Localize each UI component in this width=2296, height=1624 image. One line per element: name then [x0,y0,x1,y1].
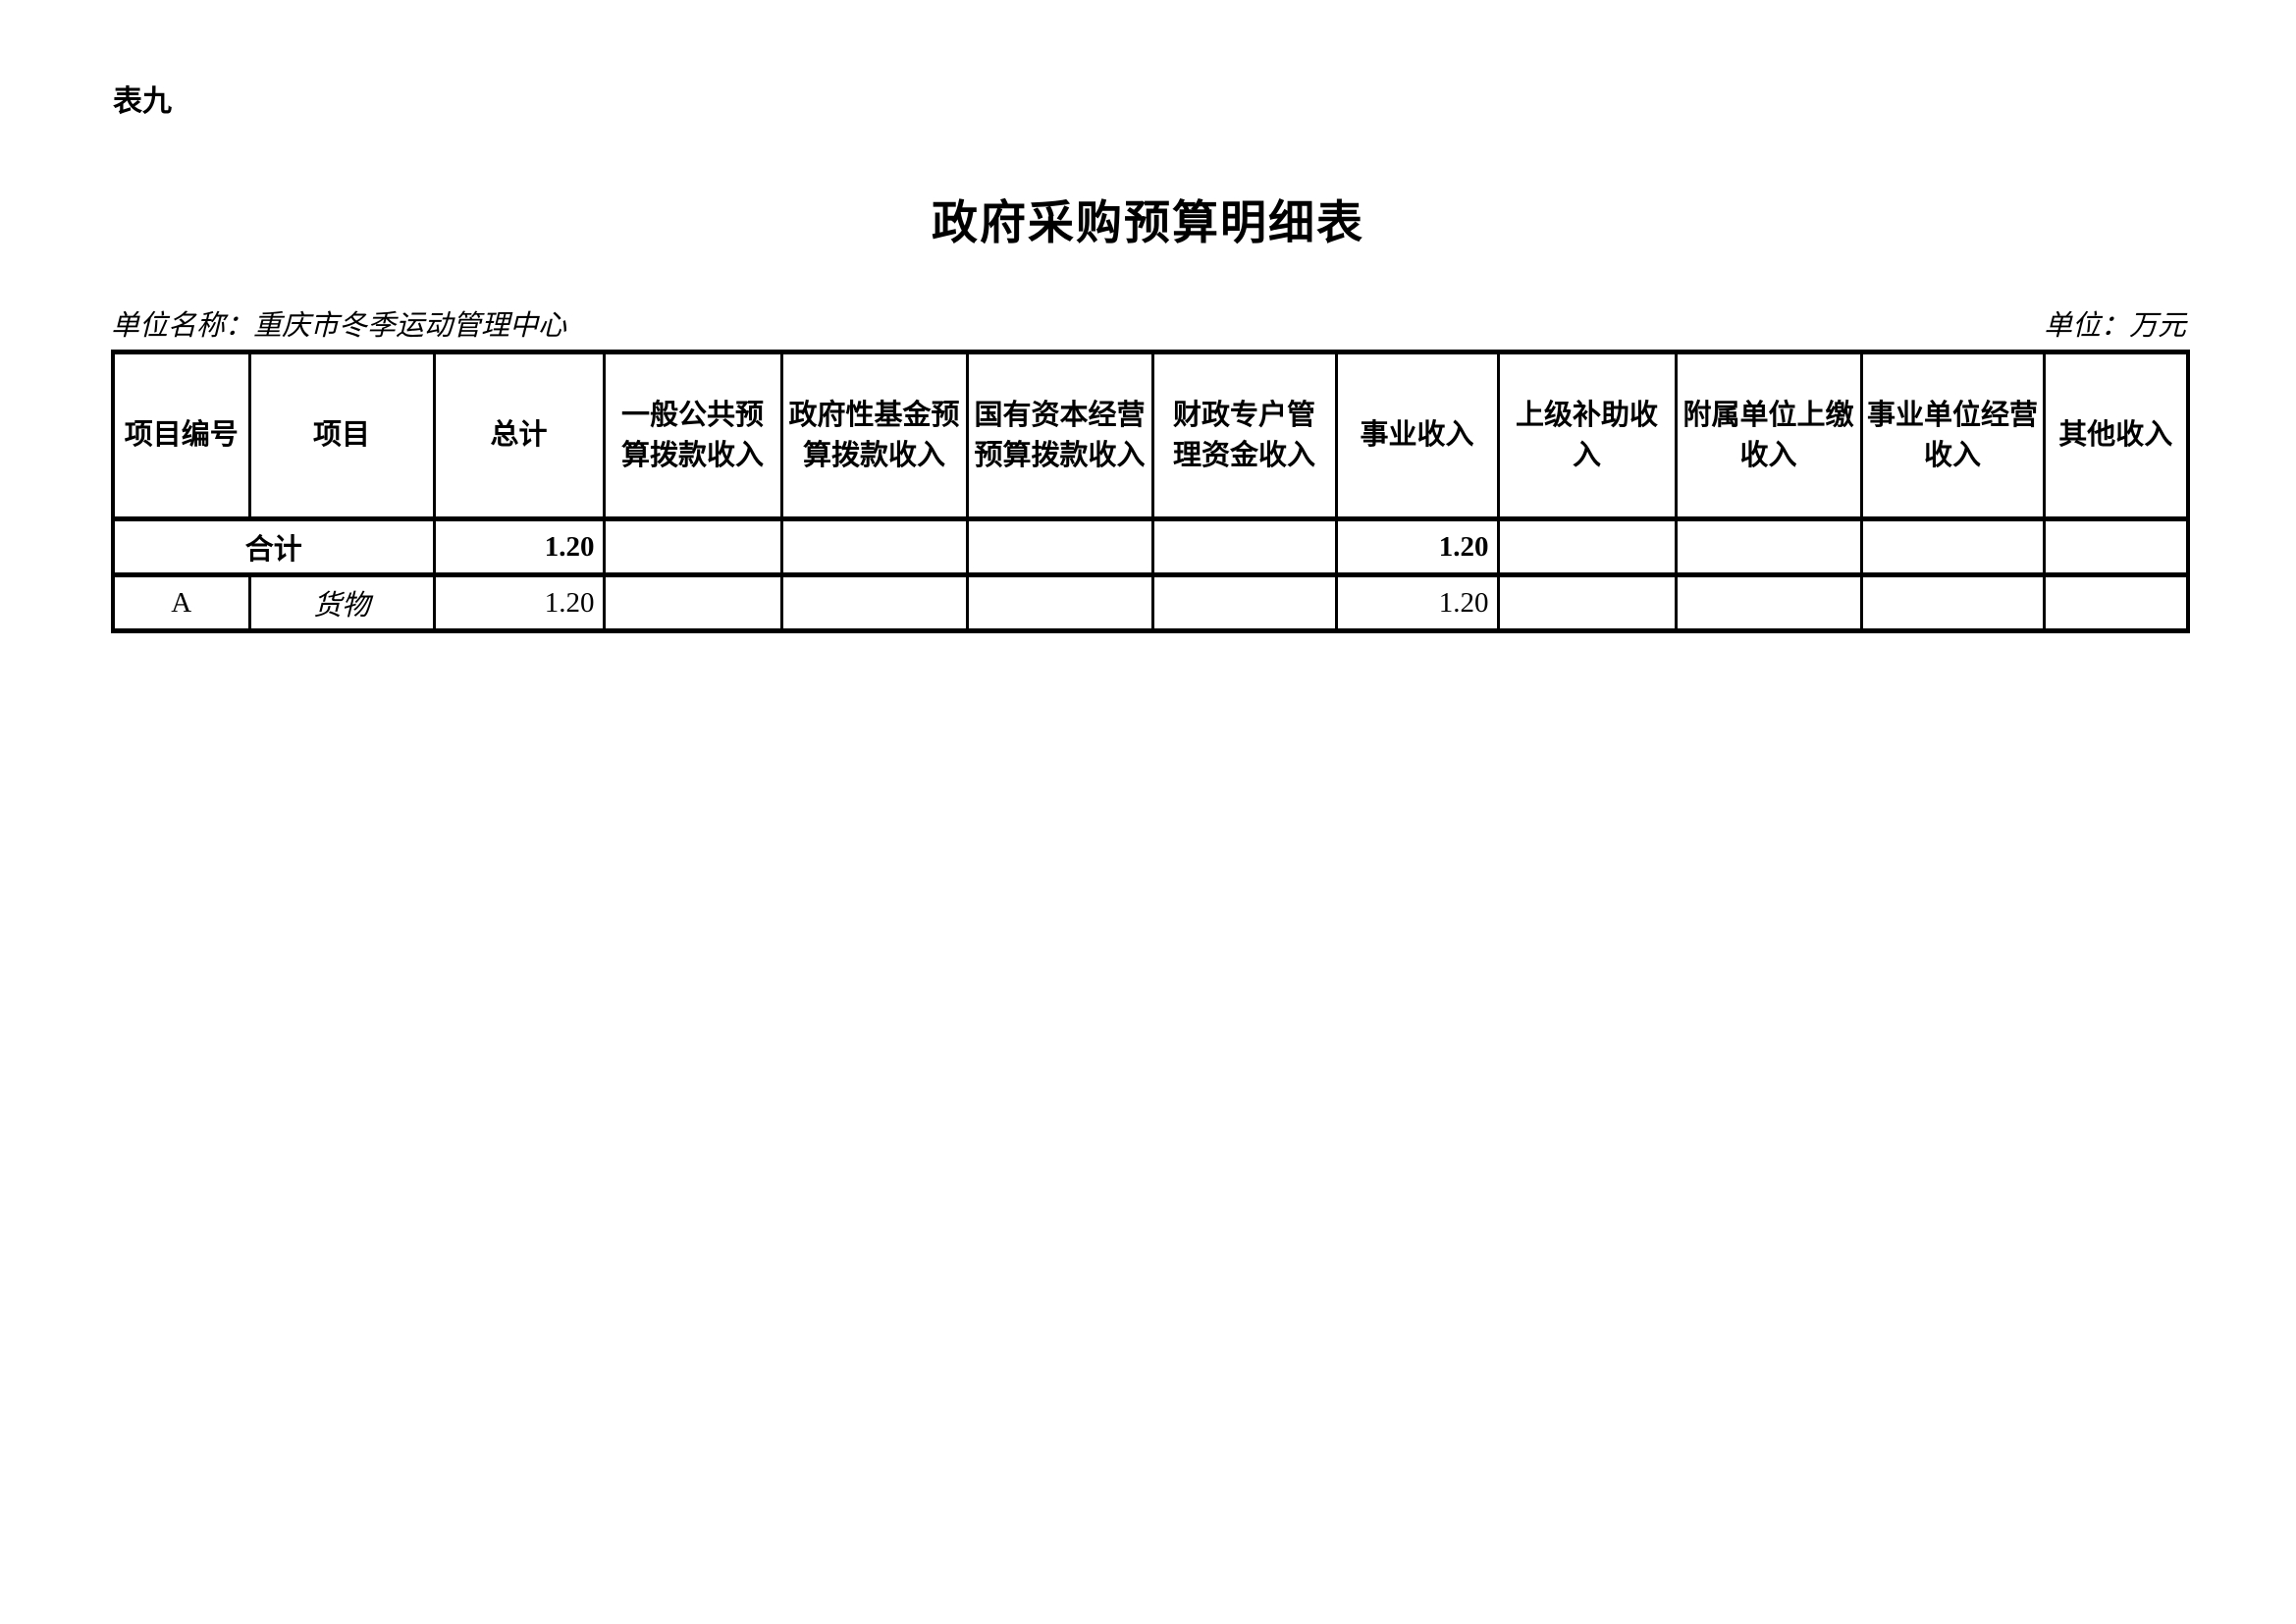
cell-empty [1674,516,1863,577]
header-row: 项目编号 项目 总计 一般公共预 算拨款收入 政府性基金预 算拨款收入 国有资本… [111,350,2190,521]
cell-empty [779,572,969,633]
table-row: A 货物 1.20 1.20 [111,572,2190,633]
cell-empty [1859,516,2046,577]
cell-empty [1150,572,1338,633]
meta-row: 单位名称：重庆市冬季运动管理中心 单位：万元 [111,302,2186,344]
cell-total-business-income: 1.20 [1334,516,1500,577]
cell-item-code: A [111,572,251,633]
cell-empty [602,572,783,633]
cell-empty [779,516,969,577]
column-header-fiscal-special-account: 财政专户管 理资金收入 [1150,350,1338,521]
cell-empty [2042,516,2190,577]
cell-item-name: 货物 [247,572,436,633]
column-header-business-income: 事业收入 [1334,350,1500,521]
table-number-label: 表九 [113,85,172,118]
column-header-superior-subsidy: 上级补助收 入 [1496,350,1678,521]
cell-total-sum: 1.20 [432,516,606,577]
cell-empty [1674,572,1863,633]
column-header-item: 项目 [247,350,436,521]
procurement-budget-table: 项目编号 项目 总计 一般公共预 算拨款收入 政府性基金预 算拨款收入 国有资本… [111,350,2190,633]
cell-row-total: 1.20 [432,572,606,633]
cell-empty [965,516,1154,577]
column-header-govt-fund-budget: 政府性基金预 算拨款收入 [779,350,969,521]
cell-empty [1859,572,2046,633]
column-header-general-public-budget: 一般公共预 算拨款收入 [602,350,783,521]
cell-empty [602,516,783,577]
cell-empty [1150,516,1338,577]
column-header-business-unit-operating: 事业单位经营 收入 [1859,350,2046,521]
cell-total-label: 合计 [111,516,436,577]
column-header-state-capital-budget: 国有资本经营 预算拨款收入 [965,350,1154,521]
cell-row-business-income: 1.20 [1334,572,1500,633]
unit-name-label: 单位名称：重庆市冬季运动管理中心 [111,310,567,342]
table-row-total: 合计 1.20 1.20 [111,516,2190,577]
cell-empty [965,572,1154,633]
unit-of-measure-label: 单位：万元 [2043,310,2186,342]
column-header-other-income: 其他收入 [2042,350,2190,521]
cell-empty [1496,516,1678,577]
document-title: 政府采购预算明细表 [932,198,1364,249]
cell-empty [2042,572,2190,633]
column-header-total: 总计 [432,350,606,521]
column-header-affiliated-unit-remit: 附属单位上缴 收入 [1674,350,1863,521]
cell-empty [1496,572,1678,633]
column-header-item-code: 项目编号 [111,350,251,521]
